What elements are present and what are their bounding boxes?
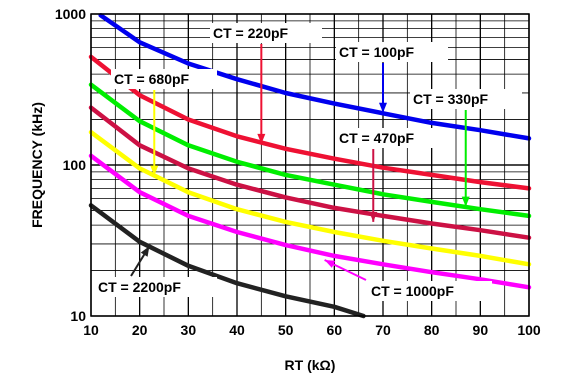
annotation-arrow-head <box>257 133 266 144</box>
annotation-7: CT = 1000pF <box>324 259 492 301</box>
annotation-box <box>111 69 217 89</box>
annotation-label: CT = 220pF <box>213 25 289 41</box>
annotation-label: CT = 680pF <box>114 71 190 87</box>
annotation-3: CT = 680pF <box>111 69 217 176</box>
x-tick-label: 40 <box>229 322 245 338</box>
x-tick-label: 30 <box>181 322 197 338</box>
annotation-2: CT = 100pF <box>336 42 448 113</box>
series-line <box>88 129 532 267</box>
annotation-box <box>210 23 322 43</box>
x-tick-label: 20 <box>132 322 148 338</box>
y-axis-label: FREQUENCY (kHz) <box>29 102 45 228</box>
annotation-6: CT = 2200pF <box>95 245 217 297</box>
y-tick-label: 100 <box>63 157 87 173</box>
annotation-arrow-head <box>324 259 336 268</box>
series-line <box>88 54 532 191</box>
annotation-label: CT = 330pF <box>413 91 489 107</box>
annotation-label: CT = 100pF <box>339 44 415 60</box>
annotation-box <box>368 281 492 301</box>
x-tick-label: 50 <box>278 322 294 338</box>
chart-annotations: CT = 220pF CT = 100pF CT = 680pF CT = 330pF… <box>95 23 522 301</box>
annotation-box <box>336 42 448 62</box>
series-line <box>88 105 532 240</box>
annotation-label: CT = 470pF <box>339 130 415 146</box>
chart-ticks: 10 20 30 40 50 60 70 80 90 100 10 100 1000 <box>55 6 541 338</box>
series-line <box>88 203 366 319</box>
series-line <box>88 153 532 290</box>
annotation-box <box>336 128 448 148</box>
annotation-label: CT = 1000pF <box>371 283 454 299</box>
series-line <box>88 82 532 219</box>
chart-grid <box>90 13 530 317</box>
annotation-arrow-head <box>140 246 150 257</box>
annotation-arrow-head <box>461 196 470 207</box>
annotation-box <box>410 89 522 109</box>
x-tick-label: 70 <box>375 322 391 338</box>
x-tick-label: 90 <box>473 322 489 338</box>
x-tick-label: 100 <box>517 322 541 338</box>
chart-series <box>88 13 532 319</box>
series-line <box>98 13 532 141</box>
annotation-box <box>95 277 217 297</box>
annotation-arrow-head <box>379 102 387 113</box>
annotation-5: CT = 470pF <box>336 128 448 222</box>
plot-frame <box>90 13 530 317</box>
annotation-arrow-head <box>369 211 378 222</box>
x-axis-label: RT (kΩ) <box>285 357 336 373</box>
annotation-1: CT = 220pF <box>210 23 322 144</box>
y-tick-label: 10 <box>70 308 86 324</box>
annotation-arrow-head <box>150 165 159 176</box>
x-tick-label: 10 <box>83 322 99 338</box>
x-tick-label: 60 <box>327 322 343 338</box>
annotation-label: CT = 2200pF <box>98 279 181 295</box>
annotation-4: CT = 330pF <box>410 89 522 207</box>
y-tick-label: 1000 <box>55 6 86 22</box>
x-tick-label: 80 <box>424 322 440 338</box>
